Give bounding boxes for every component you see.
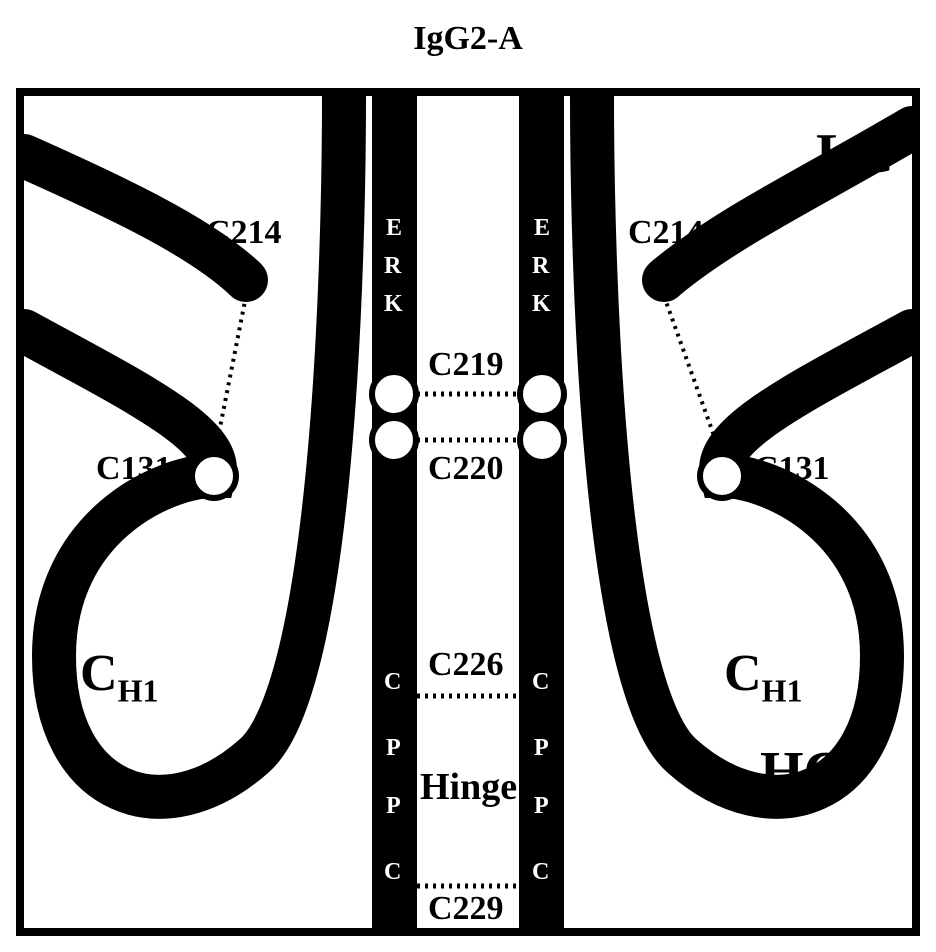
label-c131-right: C131 [754,452,830,486]
diagram-frame: C214 C214 C131 C131 C219 C220 C226 C229 … [16,88,920,936]
label-hc: HC [760,744,844,800]
circle-c131-left [192,454,236,498]
barletter-left-p1: P [386,736,401,760]
circle-c219-left [372,372,416,416]
label-hinge: Hinge [420,768,517,806]
bond-right-c214-c131 [664,296,722,458]
barletter-right-r: R [532,254,549,278]
label-c229: C229 [428,892,504,926]
barletter-left-p2: P [386,794,401,818]
label-c214-right: C214 [628,216,704,250]
circle-c219-right [520,372,564,416]
barletter-right-c1: C [532,670,549,694]
barletter-left-c2: C [384,860,401,884]
circle-c220-right [520,418,564,462]
circle-c131-right [700,454,744,498]
label-lc: LC [816,126,894,182]
barletter-left-c1: C [384,670,401,694]
diagram-title: IgG2-A [413,20,523,58]
barletter-right-p1: P [534,736,549,760]
label-ch1-left: CH1 [80,648,158,706]
circle-c214-left [224,258,268,302]
barletter-left-r: R [384,254,401,278]
barletter-left-e: E [386,216,402,240]
label-c226: C226 [428,648,504,682]
barletter-left-k: K [384,292,403,316]
barletter-right-p2: P [534,794,549,818]
label-c214-left: C214 [206,216,282,250]
barletter-right-c2: C [532,860,549,884]
label-c219: C219 [428,348,504,382]
circle-c214-right [642,258,686,302]
barletter-right-k: K [532,292,551,316]
label-c131-left: C131 [96,452,172,486]
label-c220: C220 [428,452,504,486]
circle-c220-left [372,418,416,462]
barletter-right-e: E [534,216,550,240]
label-ch1-right: CH1 [724,648,802,706]
